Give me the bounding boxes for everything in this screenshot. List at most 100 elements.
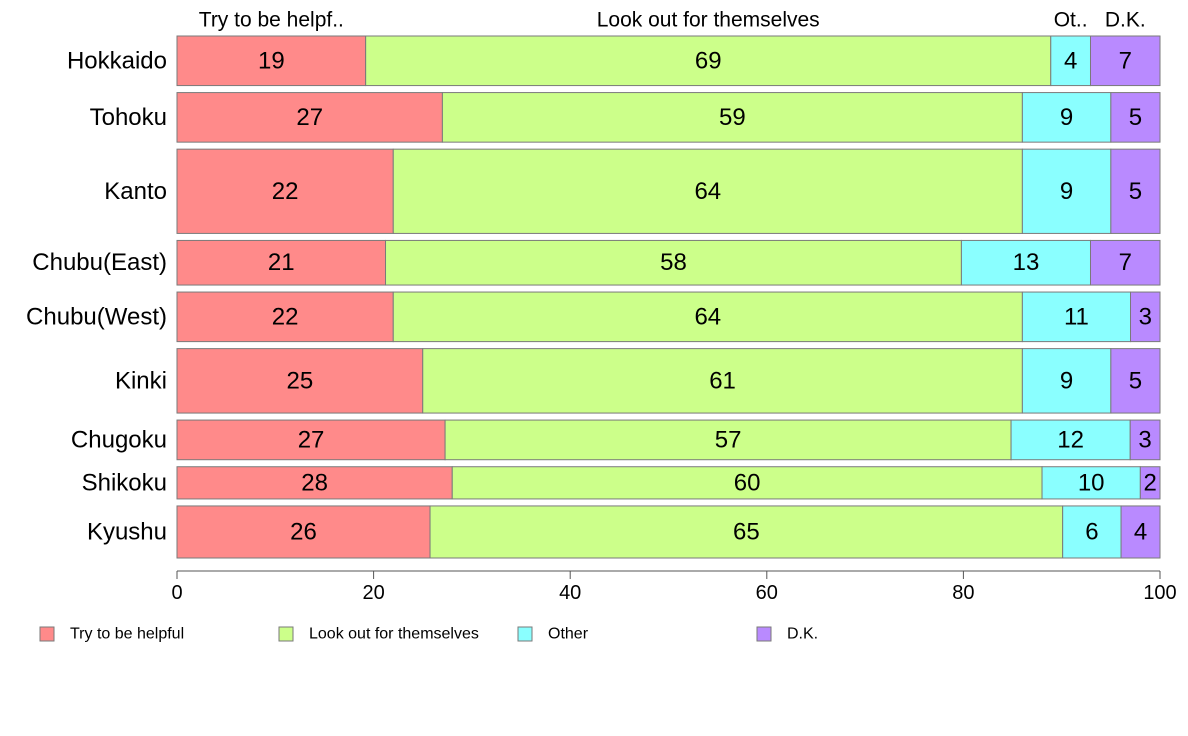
series-top-labels: Try to be helpf.. Look out for themselves… [199,9,1146,32]
top-label-look-out-for-themselves: Look out for themselves [597,9,820,32]
bar-segment-shikoku-try-to-be-helpful [176,466,453,500]
bar-segment-chugoku-other [1010,419,1131,461]
category-label-kinki: Kinki [115,367,167,394]
bar-segment-kinki-look-out-for-themselves [422,348,1023,414]
bar-segment-tohoku-other [1021,92,1112,143]
value-label: 64 [694,303,721,330]
x-tick-label: 80 [952,582,974,604]
value-label: 21 [268,249,295,276]
value-label: 6 [1085,518,1098,545]
bar-segment-hokkaido-d-k [1089,35,1161,87]
category-labels: Hokkaido Tohoku Kanto Chubu(East) Chubu(West… [26,47,167,545]
bar-segment-chubu-west-other [1021,291,1132,343]
value-label: 61 [709,367,736,394]
top-label-d-k: D.K. [1105,9,1146,32]
value-label: 69 [695,47,722,74]
x-tick-label: 0 [171,582,182,604]
bar-segment-kinki-other [1021,348,1112,414]
value-label: 22 [272,178,299,205]
bar-segment-kyushu-look-out-for-themselves [429,505,1064,559]
value-label: 7 [1119,47,1132,74]
bar-segment-tohoku-look-out-for-themselves [441,92,1023,143]
bar-segment-kanto-try-to-be-helpful [176,148,394,234]
x-tick-label: 100 [1143,582,1176,604]
value-label: 4 [1064,47,1077,74]
legend-label: Try to be helpful [70,626,184,643]
value-label: 22 [272,303,299,330]
x-tick-label: 40 [559,582,581,604]
legend-label: D.K. [787,626,818,643]
x-axis: 0 20 40 60 80 100 [171,570,1177,604]
value-label: 60 [734,469,761,496]
value-label: 65 [733,518,760,545]
value-label: 9 [1060,178,1073,205]
bar-segment-chubu-west-look-out-for-themselves [392,291,1023,343]
bar-segment-kanto-d-k [1110,148,1161,234]
legend-item-try-to-be-helpful: Try to be helpful [39,626,184,643]
value-label: 12 [1057,426,1084,453]
bar-segment-hokkaido-look-out-for-themselves [365,35,1052,87]
value-label: 26 [290,518,317,545]
category-label-chubu-west: Chubu(West) [26,303,167,330]
value-label: 64 [694,178,721,205]
value-label: 9 [1060,367,1073,394]
category-label-hokkaido: Hokkaido [67,47,167,74]
bar-segment-chubu-east-try-to-be-helpful [176,239,387,286]
value-label: 7 [1119,249,1132,276]
bar-segment-hokkaido-other [1050,35,1091,87]
value-label: 5 [1129,367,1142,394]
legend-swatch [756,626,772,642]
value-label: 19 [258,47,285,74]
value-label: 11 [1064,303,1089,330]
bars-layer: 19 69 4 727 59 9 522 64 9 521 58 13 722 64 11 325 61 9 527… [176,35,1161,559]
value-label: 10 [1078,469,1105,496]
legend-item-other: Other [517,626,589,643]
bar-segment-shikoku-other [1041,466,1141,500]
top-label-try-to-be-helpful: Try to be helpf.. [199,9,344,32]
value-label: 58 [660,249,687,276]
value-label: 27 [298,426,325,453]
category-label-chugoku: Chugoku [71,426,167,453]
bar-segment-kanto-look-out-for-themselves [392,148,1023,234]
value-label: 13 [1013,249,1040,276]
legend-swatch [517,626,533,642]
value-label: 57 [715,426,742,453]
bar-segment-chubu-west-d-k [1130,291,1161,343]
value-label: 5 [1129,104,1142,131]
value-label: 3 [1139,303,1152,330]
x-tick-label: 20 [362,582,384,604]
category-label-tohoku: Tohoku [90,104,167,131]
value-label: 9 [1060,104,1073,131]
legend: Try to be helpful Look out for themselves… [39,626,818,643]
top-label-other: Ot.. [1054,9,1088,32]
bar-segment-chubu-west-try-to-be-helpful [176,291,394,343]
legend-label: Other [548,626,589,643]
value-label: 5 [1129,178,1142,205]
value-label: 27 [296,104,323,131]
bar-segment-kyushu-d-k [1120,505,1161,559]
bar-segment-chugoku-try-to-be-helpful [176,419,446,461]
bar-segment-kinki-try-to-be-helpful [176,348,424,414]
category-label-kanto: Kanto [104,178,167,205]
bar-segment-kinki-d-k [1110,348,1161,414]
legend-item-look-out-for-themselves: Look out for themselves [278,626,479,643]
legend-item-d-k: D.K. [756,626,818,643]
legend-swatch [278,626,294,642]
bar-segment-chubu-east-look-out-for-themselves [385,239,962,286]
value-label: 3 [1138,426,1151,453]
category-label-shikoku: Shikoku [82,469,167,496]
value-label: 4 [1134,518,1147,545]
category-label-chubu-east: Chubu(East) [32,249,167,276]
legend-label: Look out for themselves [309,626,479,643]
legend-swatch [39,626,55,642]
category-label-kyushu: Kyushu [87,518,167,545]
value-label: 2 [1143,469,1156,496]
value-label: 28 [301,469,328,496]
x-tick-label: 60 [756,582,778,604]
bar-segment-chugoku-d-k [1129,419,1161,461]
bar-segment-tohoku-d-k [1110,92,1161,143]
bar-segment-tohoku-try-to-be-helpful [176,92,443,143]
bar-segment-shikoku-d-k [1139,466,1161,500]
bar-segment-hokkaido-try-to-be-helpful [176,35,367,87]
